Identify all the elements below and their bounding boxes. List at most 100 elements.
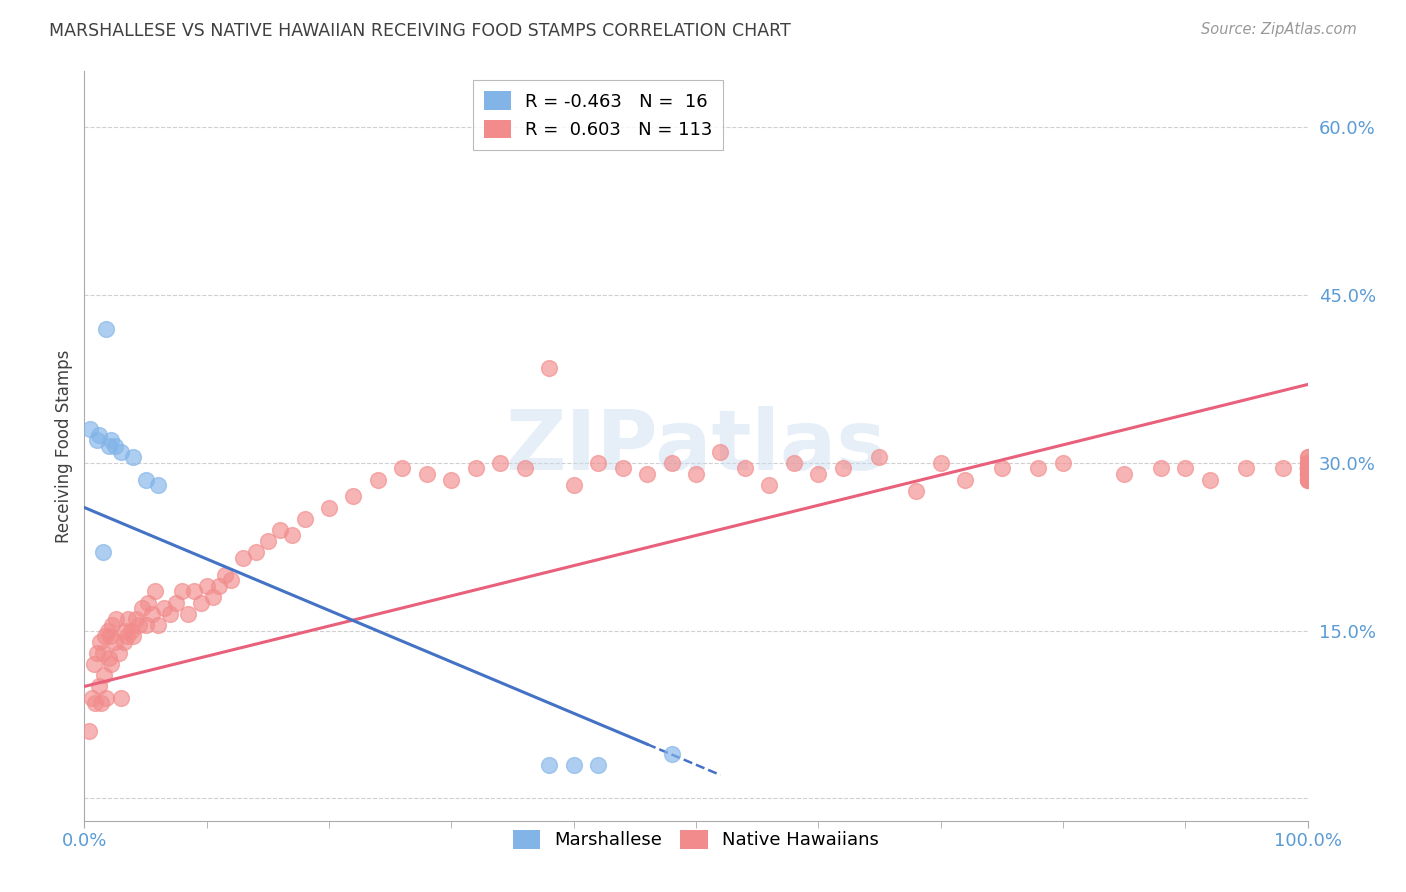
Point <box>83 657 105 671</box>
Point <box>318 500 340 515</box>
Point <box>100 657 122 671</box>
Point <box>141 607 163 621</box>
Point <box>1296 461 1319 475</box>
Point <box>1150 461 1173 475</box>
Point <box>636 467 658 481</box>
Point <box>135 473 157 487</box>
Text: MARSHALLESE VS NATIVE HAWAIIAN RECEIVING FOOD STAMPS CORRELATION CHART: MARSHALLESE VS NATIVE HAWAIIAN RECEIVING… <box>49 22 792 40</box>
Point <box>1296 450 1319 465</box>
Point <box>612 461 634 475</box>
Point <box>391 461 413 475</box>
Point <box>1296 473 1319 487</box>
Point <box>1174 461 1197 475</box>
Point <box>128 618 150 632</box>
Point <box>117 612 139 626</box>
Point <box>94 629 117 643</box>
Point <box>112 634 135 648</box>
Point <box>104 439 127 453</box>
Point <box>87 427 110 442</box>
Point <box>91 646 114 660</box>
Point <box>1296 467 1319 481</box>
Point <box>1296 461 1319 475</box>
Point <box>101 618 124 632</box>
Point <box>104 634 127 648</box>
Point <box>661 456 683 470</box>
Point <box>586 757 609 772</box>
Point <box>367 473 389 487</box>
Point <box>201 590 224 604</box>
Point <box>110 690 132 705</box>
Point <box>232 550 254 565</box>
Point <box>905 483 928 498</box>
Point <box>107 646 129 660</box>
Point <box>991 461 1014 475</box>
Point <box>80 690 103 705</box>
Point <box>953 473 976 487</box>
Point <box>831 461 853 475</box>
Point <box>122 629 145 643</box>
Point <box>1296 461 1319 475</box>
Point <box>513 461 536 475</box>
Point <box>1296 461 1319 475</box>
Point <box>1296 473 1319 487</box>
Point <box>538 757 561 772</box>
Point <box>172 584 194 599</box>
Point <box>146 618 169 632</box>
Point <box>1296 450 1319 465</box>
Point <box>1296 456 1319 470</box>
Point <box>105 612 128 626</box>
Point <box>120 624 142 638</box>
Point <box>758 478 780 492</box>
Point <box>98 629 121 643</box>
Point <box>1296 461 1319 475</box>
Point <box>97 439 120 453</box>
Point <box>869 450 891 465</box>
Point <box>214 567 236 582</box>
Point <box>342 489 364 503</box>
Point <box>1236 461 1258 475</box>
Point <box>294 511 316 525</box>
Point <box>1028 461 1050 475</box>
Point <box>208 579 231 593</box>
Point <box>440 473 463 487</box>
Point <box>257 534 280 549</box>
Point <box>1296 461 1319 475</box>
Point <box>143 584 166 599</box>
Point <box>136 596 159 610</box>
Point <box>96 690 118 705</box>
Point <box>77 724 100 739</box>
Point <box>97 651 120 665</box>
Point <box>115 629 138 643</box>
Point <box>416 467 439 481</box>
Point <box>245 545 267 559</box>
Point <box>1052 456 1074 470</box>
Point <box>90 696 112 710</box>
Point <box>489 456 512 470</box>
Point <box>562 478 585 492</box>
Point <box>1296 467 1319 481</box>
Point <box>464 461 486 475</box>
Point <box>1114 467 1136 481</box>
Point <box>734 461 756 475</box>
Legend: Marshallese, Native Hawaiians: Marshallese, Native Hawaiians <box>506 822 886 856</box>
Point <box>97 624 120 638</box>
Point <box>562 757 585 772</box>
Point <box>110 444 132 458</box>
Point <box>929 456 952 470</box>
Point <box>1296 461 1319 475</box>
Point <box>122 450 145 465</box>
Point <box>177 607 200 621</box>
Y-axis label: Receiving Food Stamps: Receiving Food Stamps <box>55 350 73 542</box>
Point <box>86 646 108 660</box>
Point <box>79 422 101 436</box>
Text: ZIPatlas: ZIPatlas <box>506 406 886 486</box>
Point <box>269 523 291 537</box>
Point <box>783 456 806 470</box>
Point <box>1296 467 1319 481</box>
Point <box>146 478 169 492</box>
Point <box>1296 473 1319 487</box>
Point <box>586 456 609 470</box>
Point <box>190 596 212 610</box>
Point <box>1198 473 1220 487</box>
Point <box>159 607 181 621</box>
